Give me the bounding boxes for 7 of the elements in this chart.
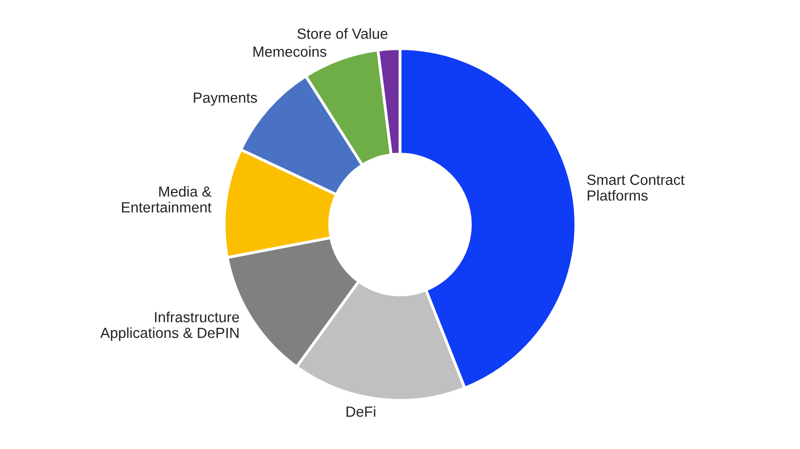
slice-label: Smart Contract Platforms (587, 174, 685, 201)
slice-label: Memecoins (254, 46, 326, 57)
slice-label: Payments (194, 92, 258, 106)
slice-label: DeFi (346, 406, 376, 417)
slice-label: Media & Entertainment (122, 186, 212, 212)
slice-label: Store of Value (297, 28, 388, 39)
slice-label: Infrastructure Applications & DePIN (100, 312, 239, 341)
